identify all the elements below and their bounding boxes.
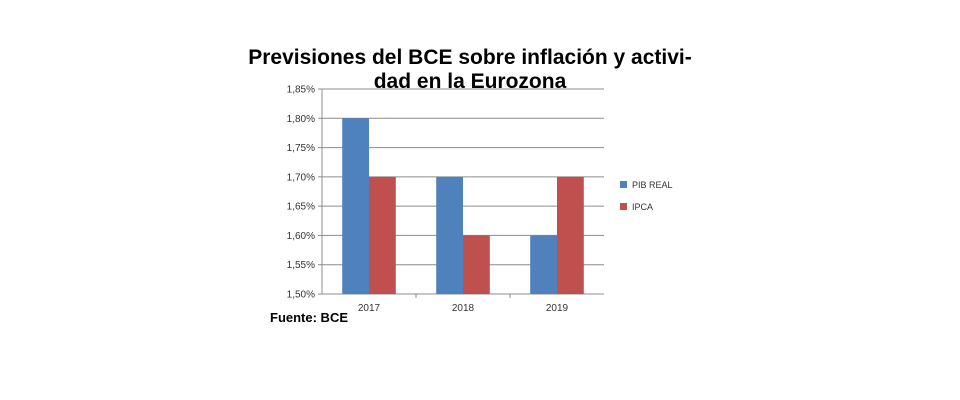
bar-pib-real-2019	[530, 235, 557, 294]
y-axis-ticks: 1,50% 1,55% 1,60% 1,65% 1,70% 1,75% 1,80% 1,85%	[287, 85, 315, 301]
chart-title-line-1: Previsiones del BCE sobre inflación y ac…	[248, 46, 691, 69]
bar-pib-real-2017	[342, 118, 369, 295]
chart-title-line-2: dad en la Eurozona	[374, 70, 567, 93]
y-tick-label: 1,55%	[287, 260, 315, 271]
legend: PIB REAL IPCA	[620, 180, 673, 212]
bar-ipca-2017	[369, 176, 396, 294]
y-tick-label: 1,70%	[287, 172, 315, 183]
y-tick-label: 1,75%	[287, 143, 315, 154]
legend-label: PIB REAL	[632, 180, 673, 190]
bars	[342, 118, 584, 295]
legend-swatch	[620, 181, 627, 188]
bar-ipca-2018	[463, 235, 490, 294]
x-axis-ticks: 2017 2018 2019	[358, 303, 569, 314]
x-tick-label: 2019	[546, 303, 569, 314]
y-tick-label: 1,50%	[287, 290, 315, 301]
y-tick-label: 1,80%	[287, 114, 315, 125]
bar-ipca-2019	[557, 176, 584, 294]
y-tick-label: 1,85%	[287, 85, 315, 96]
x-tick-label: 2017	[358, 303, 381, 314]
y-tick-label: 1,65%	[287, 202, 315, 213]
bar-pib-real-2018	[436, 176, 463, 294]
x-tick-label: 2018	[452, 303, 475, 314]
y-tick-label: 1,60%	[287, 231, 315, 242]
legend-label: IPCA	[632, 202, 653, 212]
legend-swatch	[620, 203, 627, 210]
source-note: Fuente: BCE	[270, 310, 348, 325]
